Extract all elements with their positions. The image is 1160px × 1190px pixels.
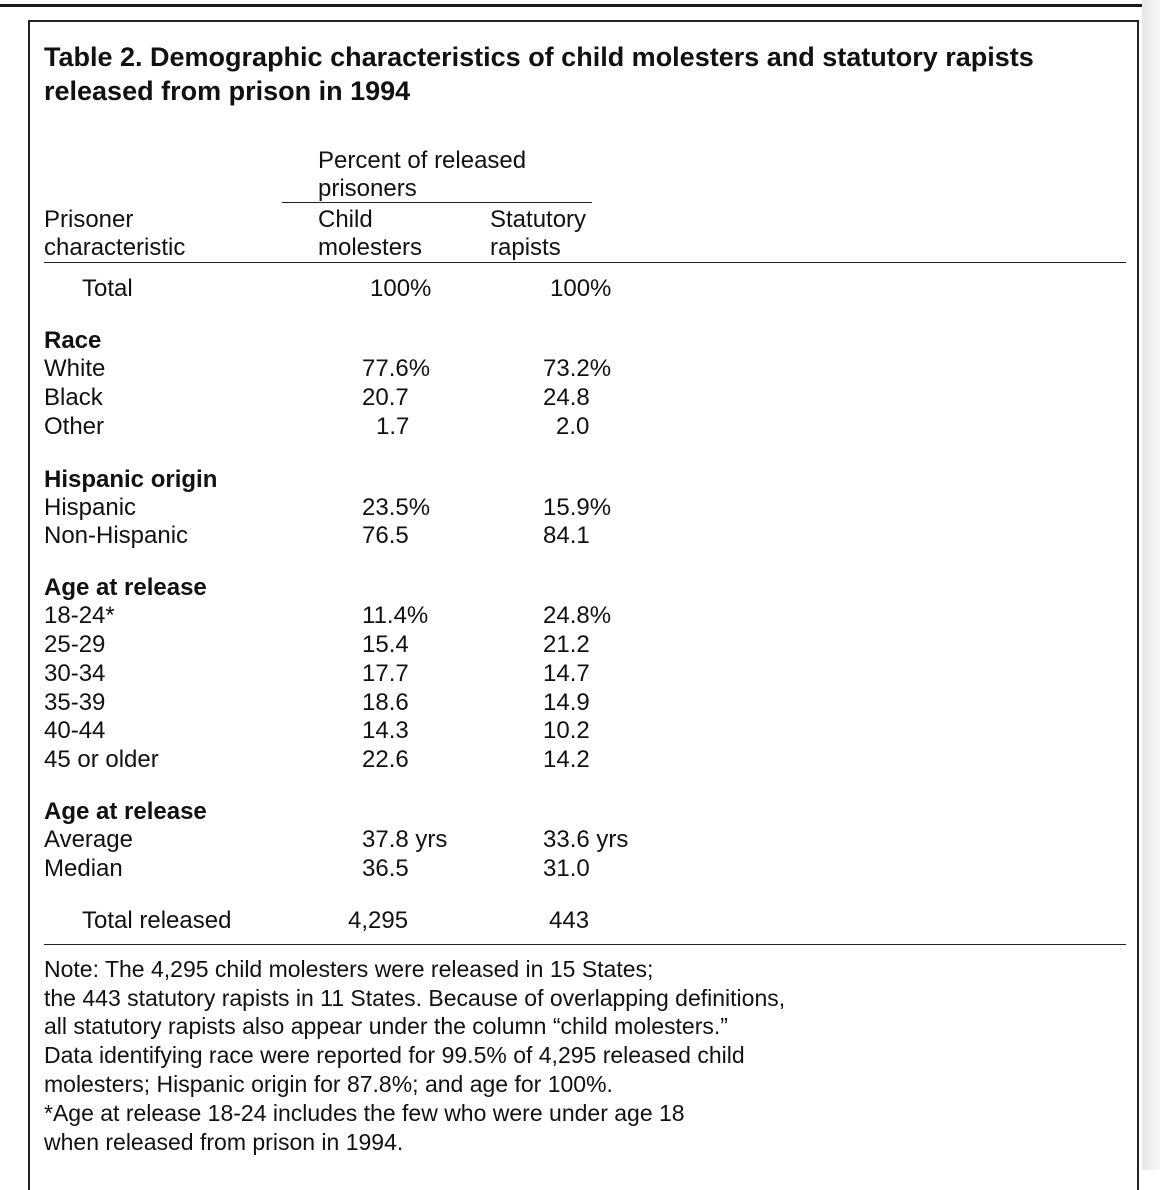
cell-median-child-molesters: 36.5: [362, 855, 409, 882]
total-released-label: Total released: [82, 907, 232, 934]
row-label-age-40-44: 40-44: [44, 717, 106, 744]
table-frame: [28, 20, 1139, 1190]
page-edge-shadow: [1142, 0, 1160, 1170]
row-label-age-18-24: 18-24*: [44, 602, 115, 629]
row-label-average: Average: [44, 826, 133, 853]
row-label-age-25-29: 25-29: [44, 631, 106, 658]
stub-header-line-1: Prisoner: [44, 206, 134, 233]
header-rule: [44, 262, 1126, 263]
total-label: Total: [82, 275, 133, 302]
cell-average-child-molesters: 37.8 yrs: [362, 826, 448, 853]
row-label-age-30-34: 30-34: [44, 660, 106, 687]
cell-average-statutory-rapists: 33.6 yrs: [543, 826, 629, 853]
col-child-molesters-header-line-2: molesters: [318, 234, 423, 261]
cell-age-25-29-child-molesters: 15.4: [362, 631, 409, 658]
spanner-rule: [282, 202, 592, 203]
row-label-hispanic: Hispanic: [44, 494, 137, 521]
cell-hispanic-child-molesters: 23.5%: [362, 494, 431, 521]
cell-age-45-or-older-child-molesters: 22.6: [362, 746, 409, 773]
cell-white-child-molesters: 77.6%: [362, 355, 431, 382]
col-statutory-rapists-header-line-1: Statutory: [490, 206, 587, 233]
cell-non-hispanic-child-molesters: 76.5: [362, 522, 409, 549]
cell-age-18-24-child-molesters: 11.4%: [362, 602, 429, 629]
cell-black-child-molesters: 20.7: [362, 384, 409, 411]
cell-age-35-39-statutory-rapists: 14.9: [543, 689, 590, 716]
cell-age-45-or-older-statutory-rapists: 14.2: [543, 746, 590, 773]
bottom-rule: [44, 944, 1126, 945]
section-heading-age-summary: Age at release: [44, 798, 207, 825]
cell-black-statutory-rapists: 24.8: [543, 384, 590, 411]
cell-age-30-34-statutory-rapists: 14.7: [543, 660, 590, 687]
total-statutory-rapists: 100%: [550, 275, 612, 302]
cell-age-30-34-child-molesters: 17.7: [362, 660, 409, 687]
cell-age-40-44-child-molesters: 14.3: [362, 717, 409, 744]
row-label-age-35-39: 35-39: [44, 689, 106, 716]
cell-white-statutory-rapists: 73.2%: [543, 355, 612, 382]
section-heading-race: Race: [44, 327, 102, 354]
section-heading-hispanic-origin: Hispanic origin: [44, 466, 218, 493]
spanner-header-line-1: Percent of released: [318, 147, 527, 174]
row-label-non-hispanic: Non-Hispanic: [44, 522, 189, 549]
cell-other-statutory-rapists: 2.0: [556, 413, 590, 440]
top-rule: [0, 4, 1142, 7]
note-line-4: Data identifying race were reported for …: [44, 1042, 745, 1068]
note-line-5: molesters; Hispanic origin for 87.8%; an…: [44, 1071, 613, 1097]
cell-hispanic-statutory-rapists: 15.9%: [543, 494, 612, 521]
note-line-2: the 443 statutory rapists in 11 States. …: [44, 985, 786, 1011]
table-title-line-1: Table 2. Demographic characteristics of …: [44, 42, 1034, 72]
total-released-child-molesters: 4,295: [348, 907, 409, 934]
row-label-black: Black: [44, 384, 103, 411]
row-label-other: Other: [44, 413, 105, 440]
note-line-7: when released from prison in 1994.: [44, 1129, 404, 1155]
row-label-age-45-or-older: 45 or older: [44, 746, 159, 773]
col-statutory-rapists-header-line-2: rapists: [490, 234, 561, 261]
cell-age-18-24-statutory-rapists: 24.8%: [543, 602, 612, 629]
note-line-1: Note: The 4,295 child molesters were rel…: [44, 956, 654, 982]
table-title: Table 2. Demographic characteristics of …: [44, 40, 1124, 108]
cell-age-25-29-statutory-rapists: 21.2: [543, 631, 590, 658]
cell-other-child-molesters: 1.7: [376, 413, 410, 440]
stub-header-line-2: characteristic: [44, 234, 186, 261]
col-child-molesters-header-line-1: Child: [318, 206, 373, 233]
cell-age-40-44-statutory-rapists: 10.2: [543, 717, 590, 744]
note-line-3: all statutory rapists also appear under …: [44, 1013, 728, 1039]
row-label-white: White: [44, 355, 106, 382]
section-heading-age-groups: Age at release: [44, 574, 207, 601]
cell-median-statutory-rapists: 31.0: [543, 855, 590, 882]
total-child-molesters: 100%: [370, 275, 432, 302]
cell-age-35-39-child-molesters: 18.6: [362, 689, 409, 716]
note-line-6: *Age at release 18-24 includes the few w…: [44, 1100, 685, 1126]
cell-non-hispanic-statutory-rapists: 84.1: [543, 522, 590, 549]
table-title-line-2: released from prison in 1994: [44, 76, 411, 106]
total-released-statutory-rapists: 443: [549, 907, 590, 934]
spanner-header-line-2: prisoners: [318, 175, 417, 202]
row-label-median: Median: [44, 855, 123, 882]
